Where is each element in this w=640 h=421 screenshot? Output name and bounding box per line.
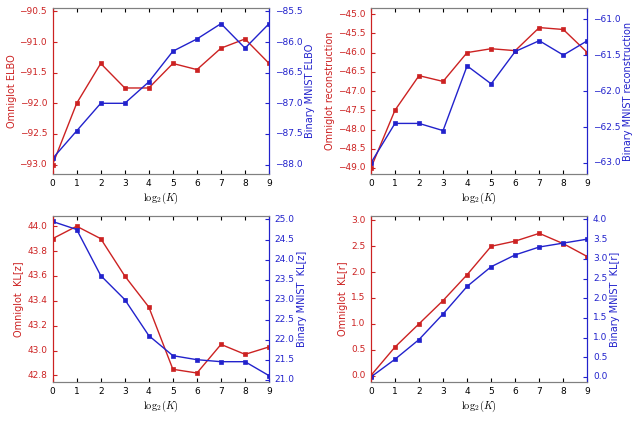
Y-axis label: Omniglot  KL[r]: Omniglot KL[r] [338,262,348,336]
Y-axis label: Binary MNIST  KL[z]: Binary MNIST KL[z] [298,251,307,347]
Y-axis label: Omniglot ELBO: Omniglot ELBO [6,54,17,128]
Y-axis label: Omniglot  KL[z]: Omniglot KL[z] [14,261,24,337]
Y-axis label: Binary MNIST reconstruction: Binary MNIST reconstruction [623,21,634,160]
X-axis label: $\mathrm{log}_2(K)$: $\mathrm{log}_2(K)$ [143,399,179,414]
X-axis label: $\mathrm{log}_2(K)$: $\mathrm{log}_2(K)$ [461,399,497,414]
Y-axis label: Omniglot reconstruction: Omniglot reconstruction [325,32,335,150]
Y-axis label: Binary MNIST  KL[r]: Binary MNIST KL[r] [610,251,620,346]
Y-axis label: Binary MNIST ELBO: Binary MNIST ELBO [305,44,315,138]
X-axis label: $\mathrm{log}_2(K)$: $\mathrm{log}_2(K)$ [143,191,179,206]
X-axis label: $\mathrm{log}_2(K)$: $\mathrm{log}_2(K)$ [461,191,497,206]
